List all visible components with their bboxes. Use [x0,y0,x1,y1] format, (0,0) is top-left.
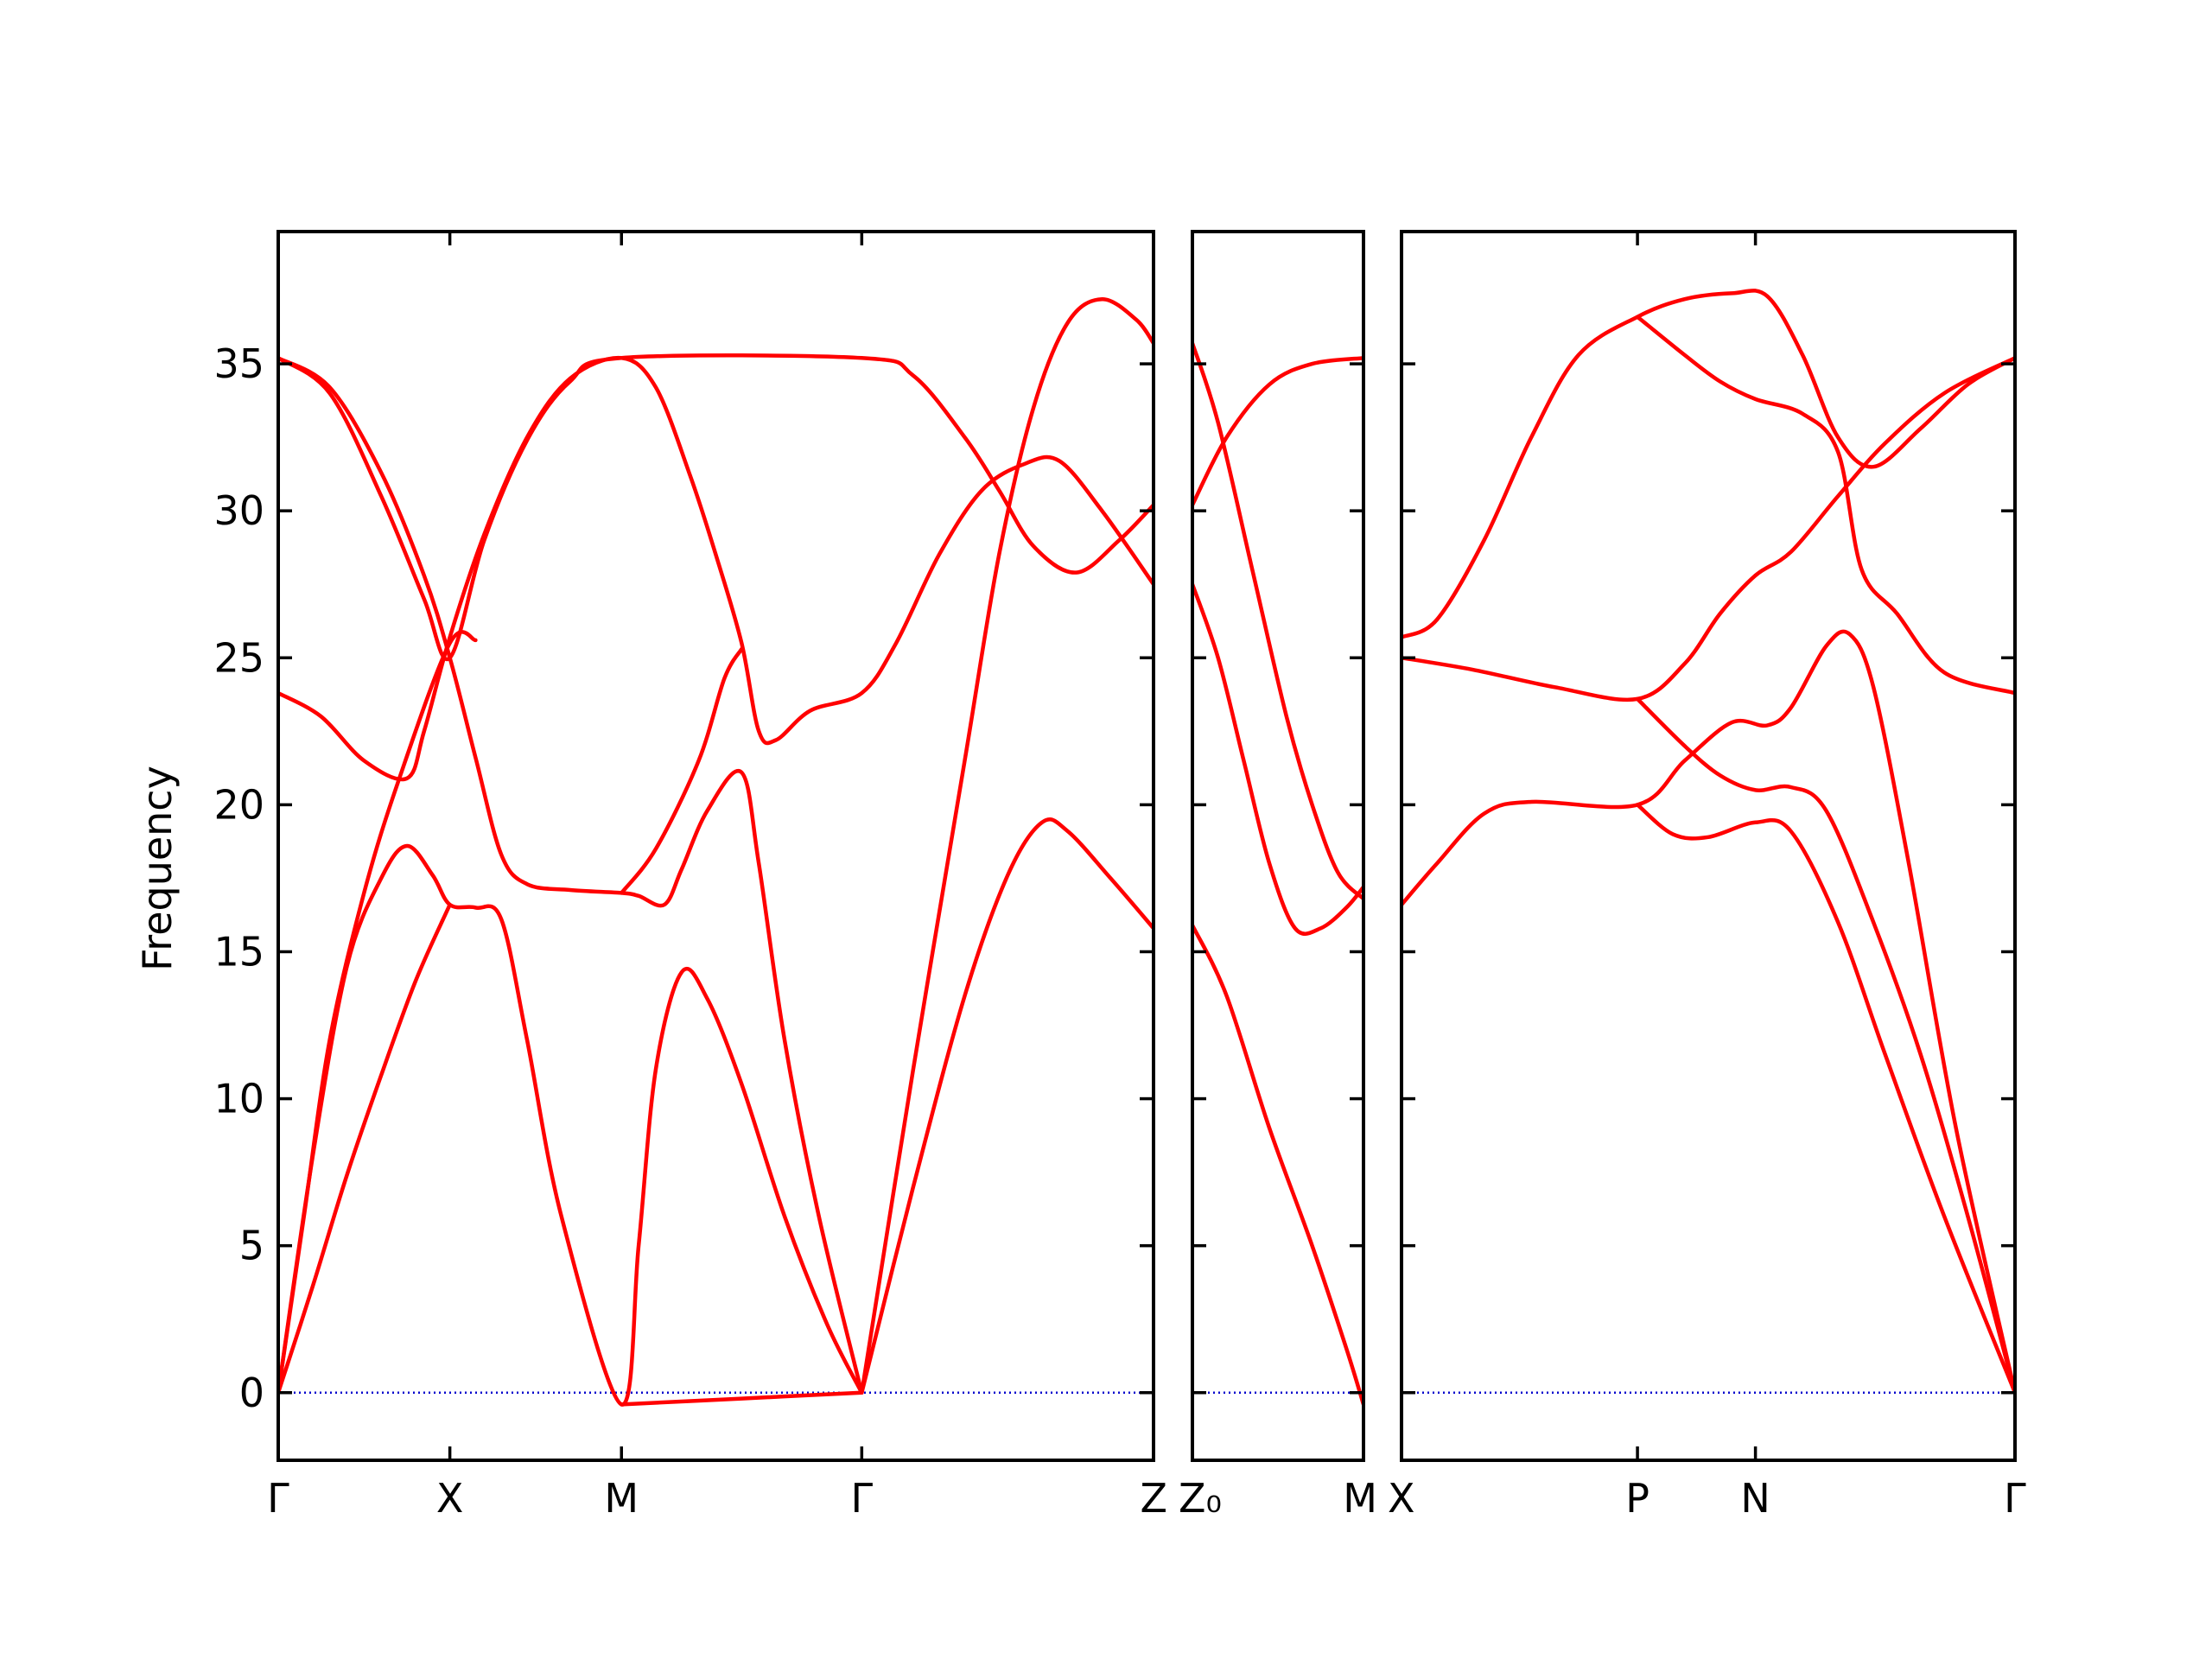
band-gamma-x-m-gamma-z-3 [278,355,1154,782]
band-gamma-x-m-gamma-z-1 [278,356,864,1395]
panel-z0-m: Z₀ M [1179,230,1377,1522]
band-x-p-n-gamma-1 [1402,289,2015,639]
y-tick-label: 0 [239,1370,264,1416]
y-tick-label: 20 [213,781,264,828]
y-tick-label: 15 [213,928,264,975]
band-x-p-n-gamma-5 [1635,696,2015,1395]
y-tick-label: 10 [213,1076,264,1122]
x-tick-label: P [1625,1475,1649,1522]
band-z0-m-4 [1192,923,1363,1407]
x-tick-label: Z [1140,1475,1167,1522]
y-axis-label: Frequency [134,766,181,971]
x-tick-label: X [1388,1475,1415,1522]
panel-frame [1400,230,2017,1462]
band-x-p-n-gamma-4 [1635,315,2015,696]
panel-frame [276,230,1155,1462]
band-z0-m-2 [1192,341,1363,901]
band-z0-m-1 [1192,356,1363,507]
x-tick-label: M [604,1475,639,1522]
band-gamma-x-m-gamma-z-5 [278,902,452,1395]
band-gamma-x-m-gamma-z-6 [278,630,478,1395]
x-tick-label: N [1740,1475,1770,1522]
band-gamma-x-m-gamma-z-9 [860,817,1154,1395]
band-x-p-n-gamma-3 [1402,629,2015,1395]
x-tick-label: M [1343,1475,1377,1522]
y-tick-label: 5 [239,1223,264,1269]
x-tick-label: Γ [267,1475,289,1522]
band-gamma-x-m-gamma-z-2 [278,353,1154,662]
y-tick-label: 30 [213,487,264,534]
band-gamma-x-m-gamma-z-4 [278,843,864,1407]
x-tick-label: Γ [2004,1475,2026,1522]
panel-gamma-x-m-gamma-z: 0 5 10 15 20 25 30 35 Γ X M Γ Z [213,230,1167,1522]
band-x-p-n-gamma-6 [1635,803,2015,1395]
band-gamma-x-m-gamma-z-10 [860,296,1154,1395]
y-tick-label: 25 [213,634,264,681]
band-gamma-x-m-gamma-z-8 [620,1390,864,1407]
x-tick-label: X [436,1475,464,1522]
band-gamma-x-m-gamma-z-7 [620,646,744,895]
x-tick-label: Z₀ [1179,1475,1222,1522]
band-x-p-n-gamma-2 [1402,356,2015,702]
panel-frame [1191,230,1365,1462]
band-z0-m-3 [1192,582,1363,937]
x-tick-label: Γ [851,1475,874,1522]
y-tick-label: 35 [213,340,264,387]
